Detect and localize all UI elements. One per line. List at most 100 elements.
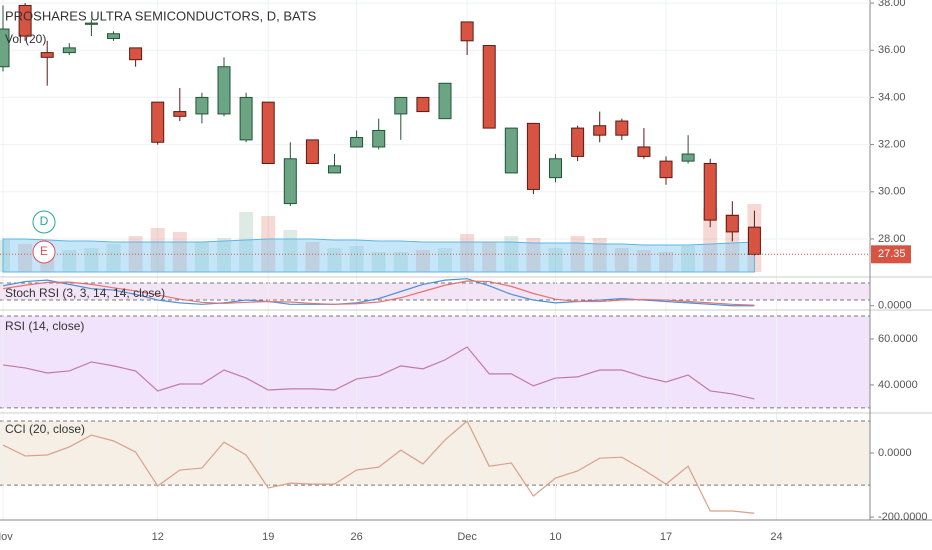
volume-bar [482,242,497,272]
candle-body [305,139,319,164]
y-tick-label: 30.00 [878,186,906,198]
candle-body [504,127,518,174]
volume-bar [217,238,232,272]
chart-title: PROSHARES ULTRA SEMICONDUCTORS, D, BATS [5,8,317,23]
candle-body [681,153,695,162]
pane-title: Stoch RSI (3, 3, 14, 14, close) [5,286,165,300]
volume-bar [460,234,475,272]
candle-body [151,101,165,143]
x-tick-label: 10 [549,531,561,543]
volume-bar [415,250,430,272]
volume-bar [504,236,519,272]
candle-body [217,66,231,115]
volume-bar [150,228,165,272]
last-price-box [871,245,911,264]
indicator-line [2,346,755,400]
candle-body [350,137,364,148]
candle-body [615,120,629,136]
y-tick-label: 28.00 [878,233,906,245]
volume-bar [283,230,298,272]
y-tick-label: 0.0000 [878,447,912,459]
candle-body [107,33,121,39]
event-marker-label: D [40,214,49,228]
candle-body [394,96,408,115]
x-tick-label: Dec [457,531,477,543]
indicator-line [2,420,755,514]
y-tick-label: 34.00 [878,91,906,103]
volume-label: Vol (20) [5,32,46,46]
last-price-label: 27.35 [878,248,906,260]
y-tick-label: -200.0000 [878,511,928,523]
volume-bar [194,242,209,272]
candle-body [0,28,10,68]
volume-bar [261,216,276,272]
candle-body [195,96,209,115]
y-tick-label: 36.00 [878,44,906,56]
candle-body [239,96,253,141]
candle-body [173,111,187,117]
y-tick-label: 38.00 [878,0,906,9]
band-fill [0,421,870,486]
indicator-line [2,278,755,307]
band-fill [0,315,870,408]
x-tick-label: 12 [152,531,164,543]
y-tick-label: 0.0000 [878,300,912,312]
x-tick-label: 24 [770,531,782,543]
volume-bar [0,240,11,272]
volume-bar [659,252,674,272]
candle-body [659,160,673,179]
pane-title: CCI (20, close) [5,422,85,436]
candle-body [703,162,717,221]
volume-bar [592,238,607,272]
volume-bar [636,250,651,272]
candle-body [593,125,607,136]
volume-bar [305,242,320,272]
candle-body [416,96,430,113]
volume-bar [106,244,121,272]
volume-ma-area [2,238,755,273]
candle-body [526,122,540,190]
candle-body [637,146,651,157]
volume-bar [62,250,77,272]
candle-body [261,101,275,164]
indicator-line [2,280,755,306]
candle-body [84,22,98,25]
candle-body [62,47,76,54]
x-tick-label: Nov [0,531,13,543]
candle-body [747,226,761,255]
candle-body [549,158,563,179]
candle-body [129,47,143,61]
candle-body [40,52,54,58]
y-tick-label: 32.00 [878,139,906,151]
volume-bar [703,208,718,272]
band-fill [0,282,870,301]
event-marker-label: E [40,244,48,258]
volume-bar [570,236,585,272]
volume-bar [393,252,408,272]
candle-body [725,214,739,233]
candle-body [482,45,496,129]
candle-body [438,82,452,120]
x-tick-label: 26 [350,531,362,543]
x-tick-label: 17 [660,531,672,543]
event-marker [32,240,56,264]
event-marker [32,210,56,234]
volume-bar [526,238,541,272]
volume-bar [18,244,33,272]
volume-bar [327,248,342,272]
candle-body [372,129,386,148]
pane-title: RSI (14, close) [5,319,84,333]
y-tick-label: 40.0000 [878,379,918,391]
x-tick-label: 19 [262,531,274,543]
volume-bar [239,212,254,272]
volume-bar [681,246,696,272]
candle-body [460,21,474,42]
volume-bar [371,252,386,272]
candle-body [571,127,585,157]
volume-bar [349,246,364,272]
candle-body [283,158,297,205]
candle-body [18,4,32,37]
candle-body [328,165,342,174]
